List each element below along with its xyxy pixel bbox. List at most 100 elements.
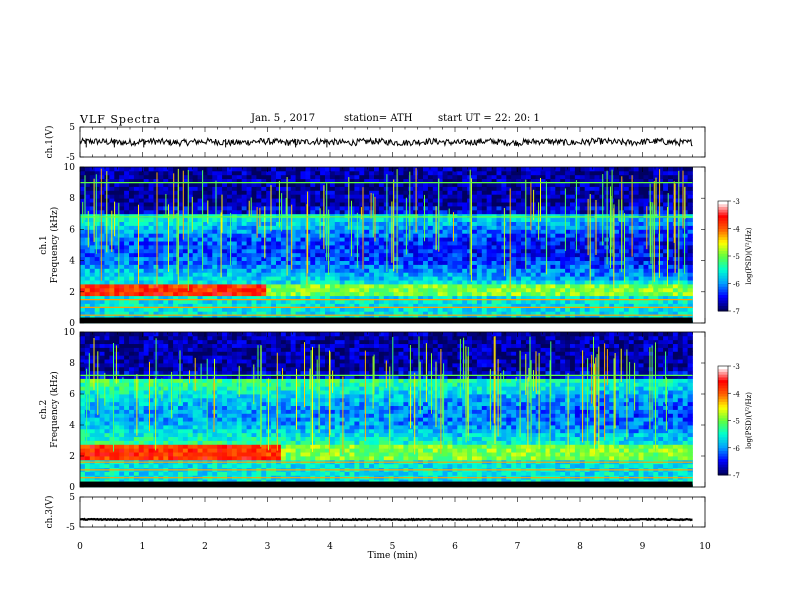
spectrogram-cell (530, 245, 537, 250)
spectrogram-cell (256, 272, 262, 277)
spectrogram-cell (334, 307, 341, 312)
spectrogram-cell (231, 233, 238, 238)
spectrogram-cell (344, 221, 350, 226)
spectrogram-cell (124, 260, 130, 265)
spectrogram-cell (565, 194, 571, 199)
spectrogram-cell (80, 229, 86, 234)
spectrogram-cell (393, 315, 399, 320)
spectrogram-cell (560, 299, 566, 304)
spectrogram-cell (437, 217, 443, 222)
spectrogram-cell (305, 307, 311, 312)
spectrogram-cell (222, 241, 228, 246)
spectrogram-cell (305, 178, 311, 183)
spectrogram-cell (614, 190, 620, 195)
spectrogram-cell (354, 170, 360, 176)
spectrogram-cell (349, 213, 355, 219)
spectrogram-cell (99, 264, 105, 269)
spectrogram-cell (290, 315, 296, 320)
spectrogram-cell (241, 260, 247, 265)
spectrogram-cell (182, 264, 189, 269)
spectrogram-cell (339, 178, 345, 183)
spectrogram-cell (535, 167, 541, 172)
spectrogram-cell (398, 272, 404, 277)
spectrogram-cell (276, 198, 282, 203)
spectrogram-cell (481, 190, 488, 195)
spectrogram-cell (525, 260, 532, 265)
spectrogram-cell (540, 206, 546, 211)
spectrogram-cell (530, 280, 537, 285)
spectrogram-cell (173, 182, 179, 187)
spectrogram-cell (354, 209, 360, 215)
spectrogram-cell (432, 174, 439, 180)
spectrogram-cell (295, 303, 301, 308)
spectrogram-cell (344, 276, 350, 281)
spectrogram-cell (653, 229, 659, 234)
spectrogram-cell (143, 248, 149, 254)
spectrogram-cell (491, 252, 497, 258)
spectrogram-cell (369, 190, 375, 195)
spectrogram-cell (158, 252, 164, 258)
spectrogram-cell (129, 295, 135, 300)
spectrogram-cell (677, 291, 684, 297)
spectrogram-cell (677, 260, 684, 265)
spectrogram-cell (555, 217, 561, 222)
spectrogram-cell (672, 291, 679, 297)
spectrogram-cell (535, 272, 541, 277)
spectrogram-cell (158, 233, 164, 238)
spectrogram-cell (535, 303, 541, 308)
spectrogram-cell (682, 225, 688, 230)
spectrogram-cell (437, 260, 443, 265)
spectrogram-cell (325, 209, 331, 215)
spectrogram-cell (163, 280, 169, 285)
spectrogram-cell (359, 202, 365, 207)
spectrogram-cell (334, 170, 341, 176)
spectrogram-cell (334, 303, 341, 308)
spectrogram-cell (579, 202, 586, 207)
spectrogram-cell (388, 229, 394, 234)
spectrogram-cell (594, 245, 600, 250)
spectrogram-cell (570, 280, 576, 285)
spectrogram-cell (476, 276, 483, 281)
spectrogram-cell (369, 264, 375, 269)
spectrogram-cell (457, 252, 463, 258)
spectrogram-cell (516, 206, 522, 211)
spectrogram-cell (560, 178, 566, 183)
spectrogram-cell (452, 229, 458, 234)
spectrogram-cell (334, 206, 341, 211)
spectrogram-cell (285, 206, 292, 211)
spectrogram-cell (574, 237, 581, 242)
spectrogram-cell (540, 233, 546, 238)
spectrogram-cell (251, 194, 257, 199)
spectrogram-cell (119, 167, 125, 172)
spectrogram-cell (300, 209, 306, 215)
spectrogram-cell (594, 268, 600, 273)
spectrogram-cell (231, 284, 238, 289)
spectrogram-cell (369, 182, 375, 187)
spectrogram-cell (560, 287, 566, 293)
spectrogram-cell (476, 178, 483, 183)
spectrogram-cell (369, 198, 375, 203)
spectrogram-cell (344, 248, 350, 254)
spectrogram-cell (310, 229, 316, 234)
spectrogram-cell (623, 167, 630, 172)
spectrogram-cell (452, 233, 458, 238)
spectrogram-cell (584, 260, 590, 265)
spectrogram-cell (109, 280, 115, 285)
spectrogram-cell (467, 167, 473, 172)
spectrogram-cell (663, 167, 669, 172)
spectrogram-cell (403, 295, 409, 300)
spectrogram-cell (643, 174, 649, 180)
spectrogram-cell (212, 287, 218, 293)
spectrogram-cell (295, 217, 301, 222)
spectrogram-cell (197, 221, 203, 226)
spectrogram-cell (222, 315, 228, 320)
spectrogram-cell (447, 198, 453, 203)
spectrogram-cell (599, 241, 605, 246)
spectrogram-cell (672, 272, 679, 277)
spectrogram-cell (133, 264, 140, 269)
spectrogram-cell (212, 213, 218, 219)
spectrogram-cell (84, 295, 91, 300)
spectrogram-cell (584, 170, 590, 176)
spectrogram-cell (663, 295, 669, 300)
spectrogram-cell (138, 178, 145, 183)
